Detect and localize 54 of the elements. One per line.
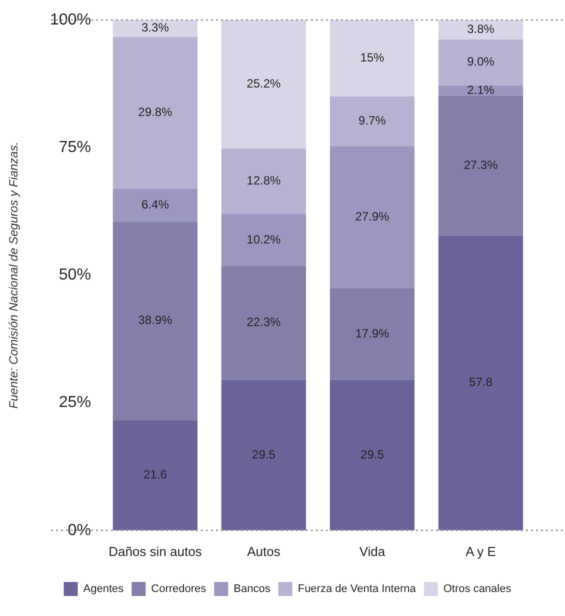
data-label: 3.8% bbox=[467, 22, 495, 36]
data-label: 27.9% bbox=[355, 210, 390, 224]
bar bbox=[330, 96, 415, 146]
bar bbox=[221, 20, 306, 149]
data-label: 22.3% bbox=[246, 315, 282, 330]
x-tick-label: Autos bbox=[247, 544, 281, 559]
bar bbox=[330, 288, 415, 380]
bar bbox=[221, 214, 306, 266]
y-tick-label: 50% bbox=[58, 266, 91, 284]
bar bbox=[112, 36, 198, 189]
data-label: 21.6 bbox=[144, 468, 168, 482]
x-tick-label: Vida bbox=[359, 544, 386, 559]
y-tick-label: 0% bbox=[68, 522, 91, 539]
data-label: 57.8 bbox=[469, 375, 493, 390]
bar bbox=[112, 188, 198, 222]
x-tick-label: Daños sin autos bbox=[108, 544, 202, 559]
bar bbox=[438, 235, 524, 530]
data-label: 29.5 bbox=[360, 447, 384, 462]
legend-label: Otros canales bbox=[443, 583, 512, 596]
data-label: 9.7% bbox=[358, 114, 386, 128]
bar bbox=[221, 266, 306, 380]
bar bbox=[438, 39, 524, 86]
bar bbox=[438, 20, 524, 40]
bar bbox=[330, 20, 415, 97]
data-label: 12.8% bbox=[246, 174, 282, 188]
legend-label: Bancos bbox=[234, 583, 271, 596]
data-label: 27.3% bbox=[464, 158, 498, 172]
bar bbox=[221, 380, 306, 530]
data-label: 25.2% bbox=[246, 76, 282, 91]
data-label: 15% bbox=[360, 50, 385, 65]
data-label: 38.9% bbox=[138, 313, 173, 328]
source-note: Fuente: Comisión Nacional de Seguros y Fianzas. bbox=[6, 142, 20, 409]
data-label: 29.5 bbox=[252, 447, 276, 462]
data-label: 6.4% bbox=[142, 198, 170, 212]
legend-label: Agentes bbox=[83, 583, 124, 596]
x-tick-label: A y E bbox=[466, 544, 496, 559]
bar bbox=[330, 146, 415, 288]
bar bbox=[221, 148, 306, 214]
legend-label: Fuerza de Venta Interna bbox=[298, 583, 417, 596]
bar bbox=[112, 222, 198, 420]
y-tick-label: 100% bbox=[50, 11, 91, 28]
bar bbox=[112, 20, 198, 37]
legend-label: Corredores bbox=[151, 583, 207, 596]
data-label: 29.8% bbox=[138, 105, 173, 120]
y-tick-label: 25% bbox=[58, 394, 91, 412]
data-label: 17.9% bbox=[355, 326, 390, 340]
y-tick-label: 75% bbox=[58, 139, 91, 156]
data-label: 9.0% bbox=[467, 54, 495, 69]
bar bbox=[112, 420, 198, 530]
bar bbox=[330, 380, 415, 530]
data-label: 3.3% bbox=[142, 20, 170, 35]
data-label: 10.2% bbox=[246, 232, 282, 246]
data-label: 2.1% bbox=[467, 83, 495, 98]
bar bbox=[438, 96, 524, 236]
